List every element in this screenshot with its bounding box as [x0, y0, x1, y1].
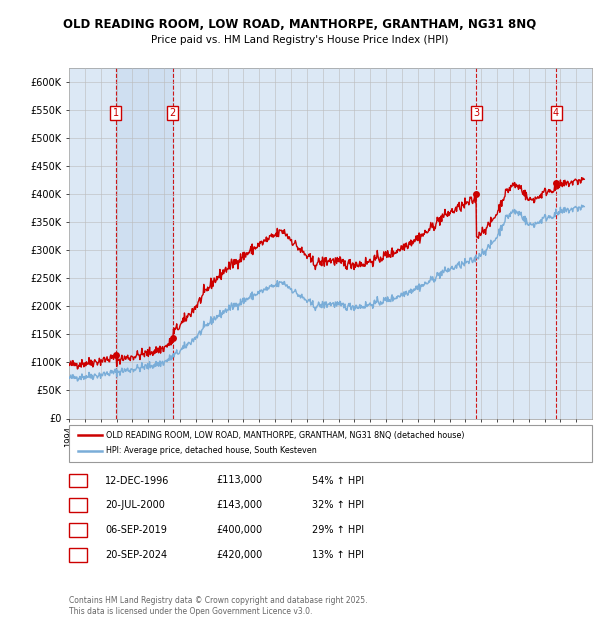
Text: 29% ↑ HPI: 29% ↑ HPI — [312, 525, 364, 535]
Text: £420,000: £420,000 — [216, 550, 262, 560]
Text: 20-JUL-2000: 20-JUL-2000 — [105, 500, 165, 510]
Text: 13% ↑ HPI: 13% ↑ HPI — [312, 550, 364, 560]
Text: 20-SEP-2024: 20-SEP-2024 — [105, 550, 167, 560]
Text: 12-DEC-1996: 12-DEC-1996 — [105, 476, 169, 485]
Text: 2: 2 — [170, 108, 176, 118]
Text: Contains HM Land Registry data © Crown copyright and database right 2025.
This d: Contains HM Land Registry data © Crown c… — [69, 596, 367, 616]
Text: HPI: Average price, detached house, South Kesteven: HPI: Average price, detached house, Sout… — [106, 446, 317, 455]
Text: OLD READING ROOM, LOW ROAD, MANTHORPE, GRANTHAM, NG31 8NQ: OLD READING ROOM, LOW ROAD, MANTHORPE, G… — [64, 19, 536, 31]
Text: 32% ↑ HPI: 32% ↑ HPI — [312, 500, 364, 510]
Text: 4: 4 — [553, 108, 559, 118]
Text: £113,000: £113,000 — [216, 476, 262, 485]
Text: £400,000: £400,000 — [216, 525, 262, 535]
Text: 3: 3 — [473, 108, 479, 118]
Text: 4: 4 — [75, 550, 81, 560]
Text: 2: 2 — [75, 500, 81, 510]
Text: Price paid vs. HM Land Registry's House Price Index (HPI): Price paid vs. HM Land Registry's House … — [151, 35, 449, 45]
Text: OLD READING ROOM, LOW ROAD, MANTHORPE, GRANTHAM, NG31 8NQ (detached house): OLD READING ROOM, LOW ROAD, MANTHORPE, G… — [106, 431, 465, 440]
Text: £143,000: £143,000 — [216, 500, 262, 510]
Bar — [116, 68, 173, 418]
Text: 06-SEP-2019: 06-SEP-2019 — [105, 525, 167, 535]
Text: 1: 1 — [75, 476, 81, 485]
Text: 3: 3 — [75, 525, 81, 535]
Text: 1: 1 — [113, 108, 119, 118]
Text: 54% ↑ HPI: 54% ↑ HPI — [312, 476, 364, 485]
